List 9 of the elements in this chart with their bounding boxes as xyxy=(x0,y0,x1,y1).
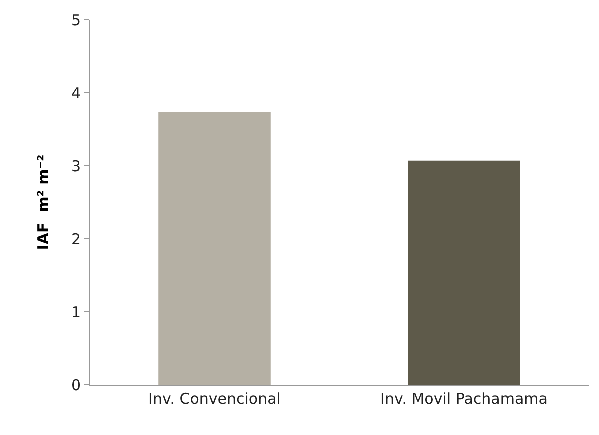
y-tick-label: 3 xyxy=(71,157,81,176)
y-tick-label: 2 xyxy=(71,230,81,248)
y-tick-label: 0 xyxy=(71,376,81,394)
x-tick-label: Inv. Movil Pachamama xyxy=(380,390,548,408)
y-tick-label: 1 xyxy=(71,303,81,322)
x-tick-label: Inv. Convencional xyxy=(148,390,281,408)
y-tick-label: 4 xyxy=(71,84,81,102)
y-axis-title: IAF m² m⁻² xyxy=(34,154,53,250)
y-tick-label: 5 xyxy=(71,11,81,30)
